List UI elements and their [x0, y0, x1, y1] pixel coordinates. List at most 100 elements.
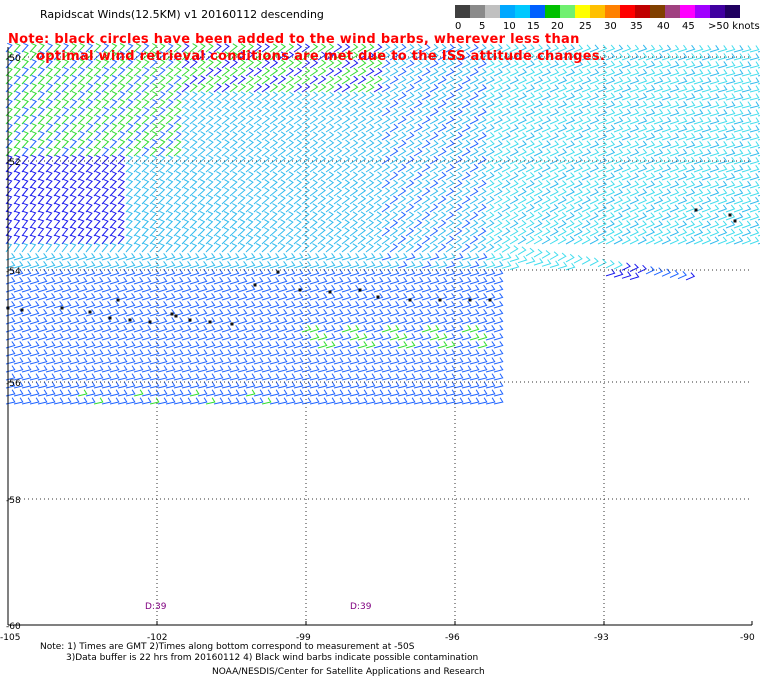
wind-barb — [381, 115, 391, 125]
wind-barb — [741, 188, 752, 197]
wind-barb — [197, 91, 206, 101]
wind-barb — [397, 91, 407, 101]
wind-barb — [69, 130, 78, 141]
wind-barb — [101, 186, 109, 197]
wind-barb — [205, 43, 214, 53]
wind-barb — [573, 132, 584, 141]
wind-barb — [325, 211, 334, 221]
wind-barb — [349, 300, 360, 309]
wind-barb — [93, 210, 101, 221]
legend-swatch — [695, 5, 710, 18]
wind-barb — [397, 123, 407, 133]
wind-barb — [245, 389, 256, 397]
wind-barb — [157, 147, 166, 157]
wind-barb — [197, 83, 206, 93]
wind-barb — [397, 243, 407, 253]
wind-barb — [301, 341, 312, 349]
wind-barb — [133, 147, 142, 157]
wind-barb — [189, 107, 198, 117]
wind-barb — [333, 211, 342, 221]
wind-barb — [53, 106, 62, 117]
wind-barb — [245, 67, 255, 77]
wind-barb — [725, 236, 736, 245]
wind-barb — [397, 83, 407, 93]
wind-barb — [269, 317, 280, 325]
wind-barb — [349, 115, 359, 125]
wind-barb — [125, 276, 136, 285]
wind-barb — [605, 148, 616, 157]
wind-barb — [21, 357, 32, 365]
wind-barb — [373, 51, 383, 61]
wind-barb — [133, 234, 141, 245]
wind-barb — [645, 84, 656, 93]
wind-barb — [709, 180, 720, 189]
wind-barb — [189, 43, 198, 53]
wind-barb — [341, 67, 351, 77]
wind-barb — [717, 188, 728, 197]
wind-barb — [101, 268, 112, 277]
wind-barb — [453, 76, 463, 85]
wind-barb — [461, 349, 472, 357]
wind-barb — [181, 171, 190, 181]
lat-label: -52 — [6, 158, 21, 168]
wind-barb — [157, 59, 166, 69]
wind-barb — [85, 130, 94, 141]
wind-barb — [413, 171, 423, 181]
wind-barb — [253, 43, 262, 53]
wind-barb — [517, 172, 527, 181]
wind-barb — [525, 164, 535, 173]
wind-barb — [165, 333, 176, 341]
wind-barb — [293, 268, 304, 277]
wind-barb — [213, 171, 222, 181]
wind-barb — [541, 92, 552, 101]
wind-barb — [509, 219, 519, 229]
wind-barb — [93, 333, 104, 341]
wind-barb — [413, 349, 424, 357]
wind-barb — [517, 187, 527, 197]
contamination-dot — [438, 298, 442, 302]
wind-barb — [277, 357, 288, 365]
wind-barb — [37, 170, 45, 181]
wind-barb — [429, 107, 439, 117]
wind-barb — [405, 357, 416, 365]
wind-barb — [213, 107, 222, 117]
wind-barb — [133, 333, 144, 341]
wind-barb — [245, 276, 256, 285]
wind-barb — [325, 308, 336, 317]
wind-barb — [381, 333, 392, 341]
wind-barb — [37, 138, 45, 149]
wind-barb — [61, 130, 70, 141]
wind-barb — [253, 131, 262, 141]
wind-barb — [309, 300, 320, 309]
wind-barb — [621, 180, 632, 189]
wind-barb — [637, 116, 648, 125]
wind-barb — [413, 115, 423, 125]
wind-barb — [269, 227, 278, 237]
wind-barb — [141, 75, 150, 85]
wind-barb — [325, 276, 336, 285]
wind-barb — [453, 243, 463, 253]
wind-barb — [221, 131, 230, 141]
wind-barb — [445, 84, 455, 93]
wind-barb — [253, 139, 262, 149]
wind-barb — [237, 75, 246, 85]
lat-label: -50 — [6, 54, 21, 64]
wind-barb — [541, 68, 552, 77]
wind-barb — [325, 123, 335, 133]
wind-barb — [645, 164, 656, 173]
wind-barb — [549, 60, 560, 69]
wind-barb — [37, 276, 48, 285]
wind-barb — [429, 227, 439, 237]
wind-barb — [13, 333, 24, 341]
wind-barb — [333, 99, 343, 109]
wind-barb — [93, 138, 102, 149]
wind-barb — [477, 325, 488, 333]
wind-barb — [293, 381, 304, 389]
wind-barb — [301, 171, 310, 181]
wind-barb — [5, 341, 16, 349]
wind-barb — [237, 203, 246, 213]
wind-barb — [221, 179, 230, 189]
wind-barb — [685, 85, 696, 93]
wind-barb — [197, 397, 208, 405]
wind-barb — [557, 204, 567, 213]
